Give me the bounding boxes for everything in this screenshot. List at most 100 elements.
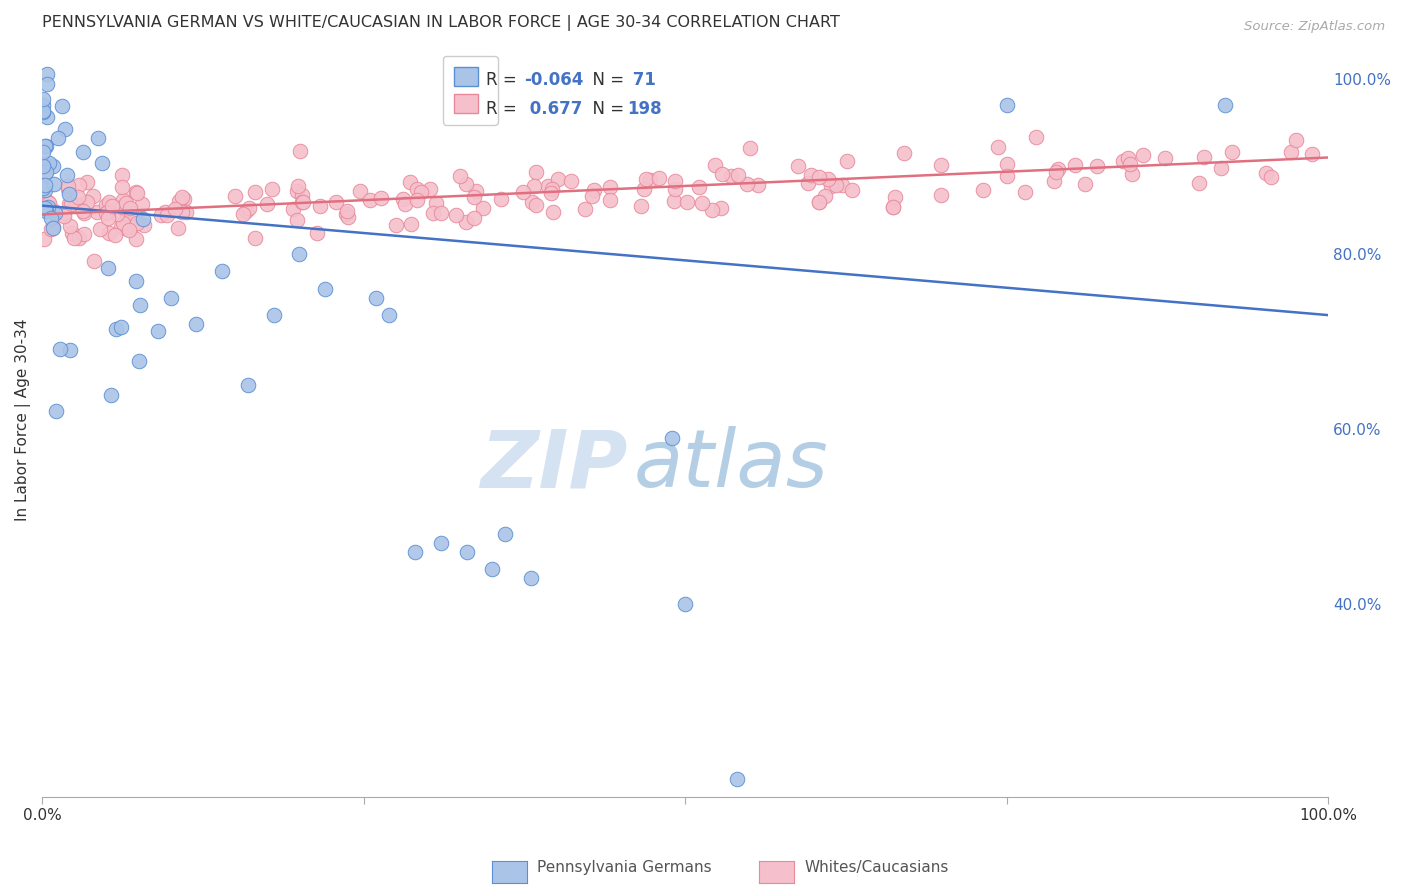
Legend: , : , xyxy=(443,56,498,125)
Point xyxy=(820,179,842,194)
Point xyxy=(34,232,56,246)
Point xyxy=(34,182,56,196)
Point xyxy=(96,197,118,211)
Point xyxy=(89,222,111,236)
Point xyxy=(49,343,72,357)
Point xyxy=(132,218,155,232)
Point xyxy=(1285,133,1308,147)
Point xyxy=(1085,160,1108,174)
Point xyxy=(456,215,478,229)
Point xyxy=(1043,173,1066,187)
Point xyxy=(409,186,432,200)
Point xyxy=(129,298,152,312)
Point xyxy=(34,138,56,153)
Point xyxy=(153,205,176,219)
Text: atlas: atlas xyxy=(634,426,828,504)
Point xyxy=(65,197,87,211)
Point xyxy=(814,188,837,202)
Point xyxy=(314,282,336,296)
Point xyxy=(59,197,82,211)
Point xyxy=(664,174,686,188)
Point xyxy=(86,205,108,219)
Point xyxy=(1014,186,1036,200)
Point xyxy=(394,196,416,211)
Point xyxy=(32,180,55,194)
Point xyxy=(425,196,447,211)
Point xyxy=(63,231,86,245)
Point xyxy=(156,208,179,222)
Point xyxy=(118,223,141,237)
Point xyxy=(661,431,683,445)
Point xyxy=(1132,147,1154,161)
Point xyxy=(817,172,839,186)
Point xyxy=(359,193,381,207)
Point xyxy=(882,200,904,214)
Point xyxy=(37,200,59,214)
Point xyxy=(1220,145,1243,159)
Point xyxy=(170,190,193,204)
Point xyxy=(73,227,96,241)
Point xyxy=(1211,161,1233,175)
Point xyxy=(59,219,82,233)
Point xyxy=(288,247,311,261)
Point xyxy=(110,320,132,334)
Point xyxy=(676,194,699,209)
Point xyxy=(494,527,516,541)
Point xyxy=(32,104,55,119)
Point xyxy=(541,204,564,219)
Point xyxy=(465,184,488,198)
Point xyxy=(995,157,1018,171)
Point xyxy=(51,99,73,113)
Point xyxy=(1260,169,1282,184)
Point xyxy=(1192,150,1215,164)
Point xyxy=(115,207,138,221)
Point xyxy=(98,194,121,209)
Point xyxy=(174,204,197,219)
Point xyxy=(406,182,429,196)
Point xyxy=(235,203,257,218)
Point xyxy=(211,264,233,278)
Point xyxy=(165,202,187,216)
Point xyxy=(38,196,60,211)
Point xyxy=(430,206,453,220)
Point xyxy=(1046,162,1069,177)
Point xyxy=(34,203,56,218)
Point xyxy=(931,188,953,202)
Point xyxy=(34,178,56,192)
Point xyxy=(132,212,155,227)
Point xyxy=(72,204,94,219)
Point xyxy=(808,194,831,209)
Point xyxy=(308,199,330,213)
Point xyxy=(1064,158,1087,172)
Point xyxy=(56,168,79,182)
Point xyxy=(972,184,994,198)
Point xyxy=(32,105,55,120)
Text: Source: ZipAtlas.com: Source: ZipAtlas.com xyxy=(1244,20,1385,33)
Point xyxy=(582,183,605,197)
Point xyxy=(489,193,512,207)
Point xyxy=(481,562,503,576)
Point xyxy=(541,182,564,196)
Point xyxy=(560,173,582,187)
Point xyxy=(97,211,120,225)
Point xyxy=(727,168,749,182)
Point xyxy=(87,131,110,145)
Point xyxy=(837,153,859,168)
Point xyxy=(808,194,831,209)
Point xyxy=(83,254,105,268)
Point xyxy=(349,184,371,198)
Point xyxy=(648,171,671,186)
Text: R =: R = xyxy=(486,70,522,89)
Point xyxy=(69,198,91,212)
Point xyxy=(1025,130,1047,145)
Point xyxy=(700,202,723,217)
Text: PENNSYLVANIA GERMAN VS WHITE/CAUCASIAN IN LABOR FORCE | AGE 30-34 CORRELATION CH: PENNSYLVANIA GERMAN VS WHITE/CAUCASIAN I… xyxy=(42,15,839,31)
Text: Pennsylvania Germans: Pennsylvania Germans xyxy=(537,860,711,874)
Text: 198: 198 xyxy=(627,100,662,118)
Point xyxy=(41,211,63,226)
Point xyxy=(456,544,478,558)
Point xyxy=(120,219,142,234)
Point xyxy=(111,216,134,230)
Point xyxy=(37,195,59,210)
Point xyxy=(100,199,122,213)
